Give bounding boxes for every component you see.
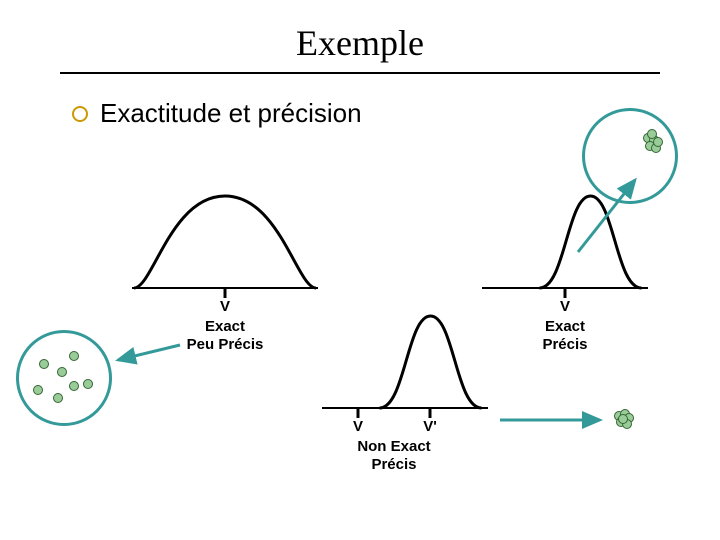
arrow-upper-right	[578, 180, 635, 252]
arrow-left	[118, 345, 180, 360]
arrows-layer	[0, 0, 720, 540]
